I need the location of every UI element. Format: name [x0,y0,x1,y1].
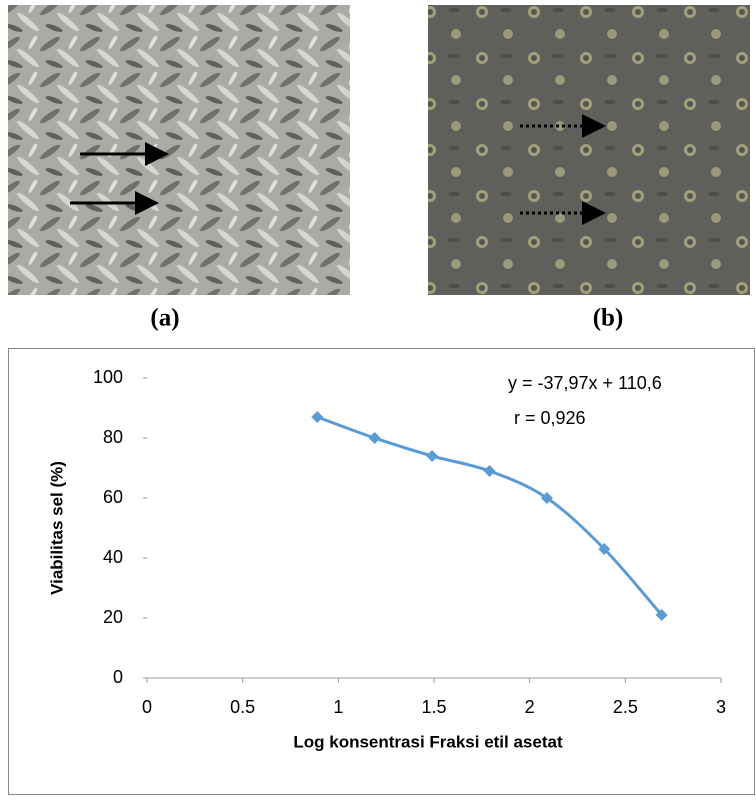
x-tick-label: 1 [333,697,343,717]
chart: Log konsentrasi Fraksi etil asetat Viabi… [47,367,726,752]
data-point [540,492,553,504]
chart-frame [8,348,755,795]
micrograph-a [8,5,350,295]
annotation: r = 0,926 [514,408,586,428]
y-axis-label: Viabilitas sel (%) [47,461,66,595]
data-point [598,543,611,555]
y-tick-label: 20 [103,607,123,627]
x-axis-label: Log konsentrasi Fraksi etil asetat [293,732,563,751]
x-tick-label: 2 [525,697,535,717]
x-tick-label: 3 [716,697,726,717]
data-point [655,609,668,621]
x-tick-label: 0.5 [230,697,255,717]
x-tick-label: 0 [142,697,152,717]
data-point [311,411,324,423]
panel-label: (b) [593,305,624,332]
annotation: y = -37,97x + 110,6 [508,373,662,393]
x-tick-label: 2.5 [613,697,638,717]
data-point [368,432,381,444]
y-tick-label: 100 [93,367,123,387]
y-tick-label: 60 [103,487,123,507]
x-tick-label: 1.5 [421,697,446,717]
y-tick-label: 40 [103,547,123,567]
micrograph-b [428,5,750,295]
data-point [426,450,439,462]
panel-label: (a) [150,305,179,332]
y-tick-label: 0 [113,667,123,687]
y-tick-label: 80 [103,427,123,447]
data-point [483,465,496,477]
